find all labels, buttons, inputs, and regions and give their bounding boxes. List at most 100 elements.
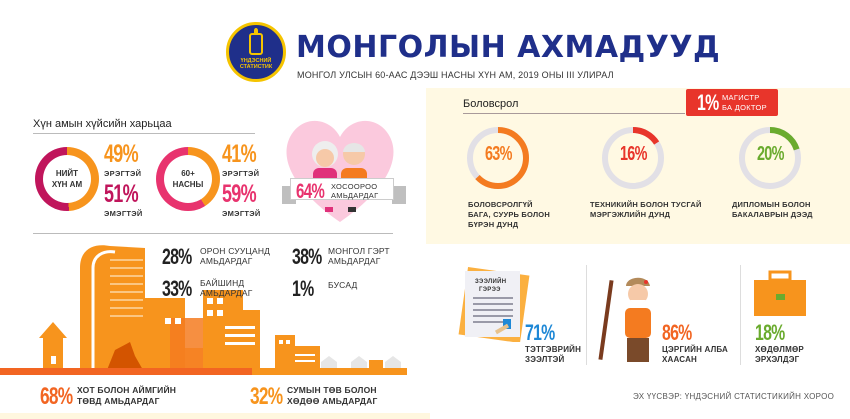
donut-label: 60+ [181,169,195,178]
city-illustration-icon [39,245,401,370]
divider [586,265,587,365]
divider [33,233,393,234]
housing-pct-apartment: 28% [162,244,192,269]
master-label-1: МАГИСТР [722,93,760,102]
veteran-soldier-icon [598,277,651,362]
total-female-pct: 51% [104,180,139,208]
education-pct-3: 20% [757,143,784,165]
rural-label: СУМЫН ТӨВ БОЛОН ХӨДӨӨ АМЬДАРДАГ [287,385,377,407]
couple-label-2: АМЬДАРДАГ [331,191,379,200]
military-pct: 86% [662,320,692,345]
label-line: ХОТ БОЛОН АЙМГИЙН [77,385,177,395]
housing-pct-house: 33% [162,276,192,301]
master-label-2: БА ДОКТОР [722,103,767,112]
education-panel [426,88,850,244]
education-label-1: БОЛОВСРОЛГҮЙ БАГА, СУУРЬ БОЛОН БҮРЭН ДУН… [468,200,550,230]
label-line: АМЬДАРДАГ [200,256,253,266]
briefcase-icon [754,270,806,316]
education-label-3: ДИПЛОМЫН БОЛОН БАКАЛАВРЫН ДЭЭД [732,200,813,220]
soyombo-icon [249,27,263,55]
label-line: ТЭТГЭВРИЙН [525,345,582,354]
education-title: Боловсрол [463,98,519,110]
total-male-label: ЭРЭГТЭЙ [104,169,142,178]
divider [740,265,741,365]
label-line: БҮРЭН ДУНД [468,220,519,229]
total-male-pct: 49% [104,140,139,168]
label-line: ОРОН СУУЦАНД [200,246,271,256]
donut-label: НАСНЫ [172,180,204,189]
label-line: БОЛОВСРОЛГҮЙ [468,200,533,209]
employment-label: ХӨДӨЛМӨР ЭРХЭЛДЭГ [755,345,804,365]
couple-pct: 64% [296,180,325,203]
couple-banner [290,178,394,200]
urban-pct: 68% [40,383,73,410]
nso-logo: ҮНДЭСНИЙ СТАТИСТИК [226,22,286,82]
page-subtitle: МОНГОЛ УЛСЫН 60-ААС ДЭЭШ НАСНЫ ХҮН АМ, 2… [297,70,614,80]
total-female-label: ЭМЭГТЭЙ [104,209,143,218]
ribbon-right [392,186,406,204]
label-line: БАЙШИНД [200,278,245,288]
label-line: ХӨДӨӨ АМЬДАРДАГ [287,396,378,406]
master-doctor-badge [686,89,778,116]
military-label: ЦЭРГИЙН АЛБА ХААСАН [662,345,728,365]
pension-label: ТЭТГЭВРИЙН ЗЭЭЛТЭЙ [525,345,581,365]
label-line: ЭРХЭЛДЭГ [755,355,800,364]
divider [33,133,255,134]
label-line: МЭРГЭЖЛИЙН ДУНД [590,210,671,219]
housing-label-other: БУСАД [328,280,357,290]
label-line: АМЬДАРДАГ [200,288,253,298]
couple-label-1: ХОСООРОО [331,182,378,191]
rural-bar [252,368,407,375]
label-line: ЦЭРГИЙН АЛБА [662,345,729,354]
education-ring-1 [467,127,529,189]
label-line: ДИПЛОМЫН БОЛОН [732,200,811,209]
education-pct-1: 63% [485,143,512,165]
label-line: ТӨВД АМЬДАРДАГ [77,396,160,406]
urban-label: ХОТ БОЛОН АЙМГИЙН ТӨВД АМЬДАРДАГ [77,385,176,407]
urban-bar [0,368,252,375]
source-note: ЭХ ҮҮСВЭР: ҮНДЭСНИЙ СТАТИСТИКИЙН ХОРОО [633,392,835,401]
loan-contract-icon [458,267,530,342]
donut-label: ХҮН АМ [51,180,83,189]
label-line: ХААСАН [662,355,698,364]
footer-strip [0,413,430,419]
total-gender-donut: НИЙТ ХҮН АМ [35,147,99,211]
label-line: БУСАД [328,280,358,290]
label-line: СУМЫН ТӨВ БОЛОН [287,385,377,395]
sixty-male-pct: 41% [222,140,257,168]
label-line: ЗЭЭЛТЭЙ [525,355,565,364]
heart-icon [286,120,394,222]
sixty-male-label: ЭРЭГТЭЙ [222,169,260,178]
pension-pct: 71% [525,320,555,345]
logo-text-1: ҮНДЭСНИЙ [240,57,272,64]
sixty-female-pct: 59% [222,180,257,208]
gender-section-title: Хүн амын хүйсийн харьцаа [33,118,172,130]
doc-title-1: ЗЭЭЛИЙН [475,279,507,285]
master-pct: 1% [697,90,719,115]
label-line: ХӨДӨЛМӨР [755,345,804,354]
donut-label: НИЙТ [55,169,79,178]
housing-label-house: БАЙШИНД АМЬДАРДАГ [200,278,253,298]
education-pct-2: 16% [620,143,647,165]
sixty-plus-gender-donut: 60+ НАСНЫ [156,147,220,211]
label-line: ТЕХНИКИЙН БОЛОН ТУСГАЙ [590,200,702,209]
housing-pct-ger: 38% [292,244,322,269]
housing-pct-other: 1% [292,276,314,301]
logo-text-2: СТАТИСТИК [239,63,273,70]
housing-label-apartment: ОРОН СУУЦАНД АМЬДАРДАГ [200,246,270,266]
label-line: БАГА, СУУРЬ БОЛОН [468,210,550,219]
label-line: АМЬДАРДАГ [328,256,381,266]
label-line: МОНГОЛ ГЭРТ [328,246,390,256]
label-line: БАКАЛАВРЫН ДЭЭД [732,210,813,219]
rural-pct: 32% [250,383,283,410]
divider [463,113,685,114]
sixty-female-label: ЭМЭГТЭЙ [222,209,261,218]
housing-label-ger: МОНГОЛ ГЭРТ АМЬДАРДАГ [328,246,390,266]
doc-title-2: ГЭРЭЭ [479,287,501,293]
education-ring-2 [602,127,664,189]
employment-pct: 18% [755,320,785,345]
education-label-2: ТЕХНИКИЙН БОЛОН ТУСГАЙ МЭРГЭЖЛИЙН ДУНД [590,200,702,220]
education-ring-3 [739,127,801,189]
page-title: МОНГОЛЫН АХМАДУУД [296,30,721,65]
